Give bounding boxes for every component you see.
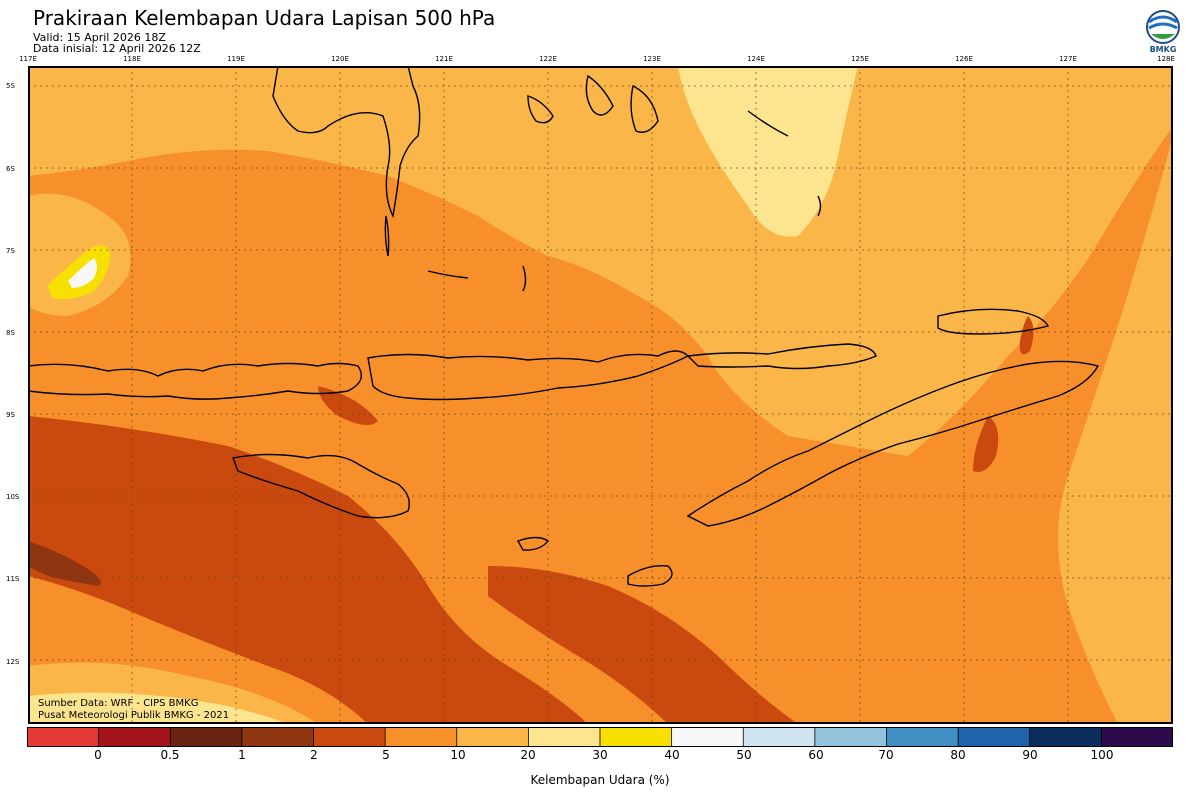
field-moist-north (28, 66, 1173, 456)
coast-wetar (937, 308, 1050, 335)
colorbar-tick: 40 (664, 748, 680, 762)
graticule (28, 66, 1173, 724)
lat-label: 10S (6, 493, 20, 501)
lon-label: 117E (19, 55, 37, 63)
lon-label: 121E (435, 55, 453, 63)
colorbar-tick: 0.5 (160, 748, 180, 762)
bmkg-logo-text: BMKG (1149, 45, 1177, 54)
coast-selayar (384, 215, 390, 257)
colorbar-tick: 80 (950, 748, 966, 762)
coast-sumbawa (28, 362, 362, 400)
colorbar-cell (527, 727, 601, 747)
field-dry-strip (128, 446, 368, 540)
lon-label: 119E (227, 55, 245, 63)
field-dry-southwest (28, 416, 588, 724)
colorbar-cell (456, 727, 530, 747)
lat-label: 5S (6, 82, 15, 90)
coast-alor (686, 343, 877, 370)
colorbar-cell (98, 727, 172, 747)
colorbar-tick: 2 (310, 748, 318, 762)
colorbar-cell (27, 727, 100, 747)
lat-label: 12S (6, 658, 20, 666)
lat-label: 8S (6, 329, 15, 337)
colorbar-cell (384, 727, 458, 747)
colorbar-cell (169, 727, 243, 747)
colorbar-tick: 0 (94, 748, 102, 762)
lon-label: 124E (747, 55, 765, 63)
field-dry-spot-3 (1019, 316, 1034, 355)
field-dry-spot-2 (973, 416, 999, 472)
colorbar-cell (241, 727, 315, 747)
field-dry-band (488, 566, 798, 724)
lon-label: 125E (851, 55, 869, 63)
coast-sawu (516, 536, 550, 551)
field-moist-east (1058, 136, 1173, 724)
data-source-credit: Sumber Data: WRF - CIPS BMKG (38, 698, 199, 709)
lon-label: 126E (955, 55, 973, 63)
colorbar-cell (1029, 727, 1103, 747)
lat-label: 6S (6, 165, 15, 173)
humidity-map[interactable] (28, 66, 1173, 724)
producer-credit: Pusat Meteorologi Publik BMKG - 2021 (38, 710, 230, 721)
colorbar-cell (957, 727, 1031, 747)
coast-rote (627, 565, 673, 587)
colorbar-tick: 20 (520, 748, 536, 762)
colorbar-tick: 5 (382, 748, 390, 762)
colorbar (27, 727, 1173, 747)
bmkg-logo-icon (1146, 10, 1180, 44)
colorbar-cell (742, 727, 816, 747)
lon-label: 127E (1059, 55, 1077, 63)
colorbar-tick: 50 (736, 748, 752, 762)
colorbar-tick: 90 (1022, 748, 1038, 762)
lat-label: 9S (6, 411, 15, 419)
lon-label: 118E (123, 55, 141, 63)
lat-label: 11S (6, 575, 20, 583)
colorbar-cell (671, 727, 745, 747)
field-humid-north (678, 66, 858, 237)
init-time: Data inisial: 12 April 2026 12Z (33, 42, 201, 55)
field-humid-southwest (28, 692, 288, 724)
colorbar-cell (1100, 727, 1173, 747)
valid-time: Valid: 15 April 2026 18Z (33, 31, 166, 44)
map-frame (28, 66, 1173, 724)
colorbar-tick: 60 (808, 748, 824, 762)
bmkg-logo: BMKG (1143, 8, 1183, 56)
colorbar-tick: 10 (450, 748, 466, 762)
field-dry-spot-1 (318, 386, 378, 425)
colorbar-cell (886, 727, 960, 747)
colorbar-tick: 30 (592, 748, 608, 762)
lon-label: 122E (539, 55, 557, 63)
coast-sumba (232, 453, 410, 519)
colorbar-cell (313, 727, 387, 747)
lon-label: 123E (643, 55, 661, 63)
coastlines (28, 66, 1100, 587)
colorbar-cell (814, 727, 888, 747)
colorbar-cell (599, 727, 673, 747)
coast-sulawesi (272, 66, 421, 219)
colorbar-tick: 100 (1090, 748, 1114, 762)
field-saturated-spot (68, 258, 97, 288)
lon-label: 120E (331, 55, 349, 63)
field-very-dry-core (28, 541, 101, 586)
colorbar-title: Kelembapan Udara (%) (530, 773, 670, 787)
lon-label: 128E (1157, 55, 1175, 63)
colorbar-tick: 70 (878, 748, 894, 762)
colorbar-frame (27, 727, 1173, 747)
coast-timor (686, 360, 1100, 527)
coast-flores-sea-isles (427, 110, 822, 292)
coast-buton (527, 74, 659, 133)
colorbar-tick: 1 (238, 748, 246, 762)
map-title: Prakiraan Kelembapan Udara Lapisan 500 h… (33, 6, 496, 30)
lat-label: 7S (6, 247, 15, 255)
